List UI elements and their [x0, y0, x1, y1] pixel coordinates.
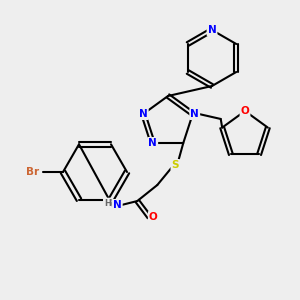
Text: N: N	[113, 200, 122, 210]
Text: N: N	[148, 138, 157, 148]
Text: N: N	[139, 109, 148, 119]
Text: N: N	[208, 25, 216, 35]
Text: Br: Br	[26, 167, 40, 177]
Text: S: S	[172, 160, 179, 170]
Text: O: O	[149, 212, 158, 222]
Text: H: H	[104, 199, 111, 208]
Text: N: N	[190, 109, 199, 119]
Text: O: O	[241, 106, 249, 116]
